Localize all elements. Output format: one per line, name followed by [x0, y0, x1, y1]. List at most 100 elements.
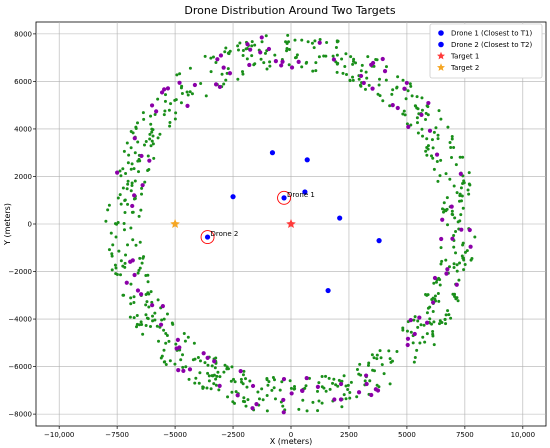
purple-drone-point: [115, 170, 120, 175]
green-drone-point: [324, 54, 328, 58]
grid: [36, 22, 546, 426]
green-drone-point: [130, 181, 134, 185]
green-drone-point: [123, 210, 127, 214]
green-drone-point: [433, 294, 437, 298]
green-drone-point: [129, 226, 133, 230]
green-drone-point: [431, 156, 435, 160]
green-drone-point: [458, 219, 462, 223]
purple-drone-point: [364, 373, 369, 378]
green-drone-point: [336, 384, 340, 388]
green-drone-point: [144, 140, 148, 144]
green-drone-point: [220, 72, 224, 76]
green-drone-point: [110, 268, 114, 272]
green-drone-point: [424, 111, 428, 115]
green-drone-point: [360, 63, 364, 67]
x-tick-label: −7500: [105, 431, 129, 439]
purple-drone-point: [135, 288, 141, 293]
purple-drone-point: [380, 56, 385, 62]
green-drone-point: [468, 183, 472, 187]
green-drone-point: [119, 259, 123, 263]
green-drone-point: [136, 140, 140, 144]
y-tick-label: 4000: [14, 125, 32, 133]
green-drone-point: [139, 320, 143, 324]
green-drone-point: [351, 59, 355, 63]
purple-drone-point: [369, 392, 374, 398]
green-drone-point: [388, 382, 392, 386]
green-drone-point: [431, 332, 435, 336]
green-drone-point: [327, 376, 331, 380]
green-drone-point: [332, 377, 336, 381]
green-drone-point: [351, 62, 355, 66]
green-drone-point: [401, 326, 405, 330]
green-drone-point: [233, 380, 237, 384]
green-drone-point: [439, 246, 443, 250]
purple-drone-point: [382, 69, 388, 74]
annotation-label: Drone 1: [287, 191, 315, 199]
x-tick-label: 0: [289, 431, 293, 439]
green-drone-point: [206, 363, 210, 367]
green-drone-point: [179, 358, 183, 362]
green-drone-point: [132, 316, 136, 320]
green-drone-point: [436, 133, 440, 137]
purple-drone-point: [192, 82, 197, 88]
green-drone-point: [181, 365, 185, 369]
green-drone-point: [322, 54, 326, 58]
green-drone-point: [446, 309, 450, 313]
green-drone-point: [461, 206, 465, 210]
purple-drone-point: [402, 86, 407, 91]
green-drone-point: [419, 323, 423, 327]
green-drone-point: [142, 117, 146, 121]
green-drone-point: [198, 359, 202, 363]
green-drone-point: [440, 259, 444, 263]
annotation-label: Drone 2: [211, 230, 239, 238]
purple-drone-point: [238, 368, 243, 374]
purple-drone-point: [279, 63, 284, 68]
green-drone-point: [403, 113, 407, 117]
green-drone-point: [234, 390, 238, 394]
purple-drone-point: [369, 62, 374, 67]
green-drone-point: [149, 290, 153, 294]
green-drone-point: [467, 171, 471, 175]
green-drone-point: [261, 398, 265, 402]
green-drone-point: [322, 386, 326, 390]
green-drone-point: [263, 51, 267, 55]
purple-drone-point: [215, 57, 220, 62]
purple-drone-point: [250, 383, 256, 389]
green-drone-point: [438, 174, 442, 178]
green-drone-point: [137, 214, 141, 218]
green-drone-point: [151, 319, 155, 323]
green-drone-point: [459, 213, 463, 217]
green-drone-point: [453, 216, 457, 220]
green-drone-point: [273, 397, 277, 401]
green-drone-point: [187, 377, 191, 381]
green-drone-point: [144, 313, 148, 317]
purple-drone-point: [289, 65, 295, 70]
green-drone-point: [121, 293, 125, 297]
green-drone-point: [317, 399, 321, 403]
green-drone-point: [164, 331, 168, 335]
green-drone-point: [226, 395, 230, 399]
green-drone-point: [461, 181, 465, 185]
green-drone-point: [121, 186, 125, 190]
blue-points: [204, 150, 382, 294]
green-drone-point: [121, 167, 125, 171]
green-drone-point: [452, 245, 456, 249]
green-drone-point: [390, 92, 394, 96]
green-drone-point: [368, 379, 372, 383]
green-drone-point: [216, 370, 220, 374]
green-drone-point: [396, 75, 400, 79]
purple-drone-point: [449, 204, 454, 209]
green-drone-point: [387, 349, 391, 353]
green-drone-point: [122, 228, 126, 232]
purple-drone-point: [406, 124, 411, 129]
green-drone-point: [148, 132, 152, 136]
green-drone-point: [375, 357, 379, 361]
purple-drone-point: [317, 40, 322, 45]
green-drone-point: [436, 179, 440, 183]
green-drone-point: [244, 404, 248, 408]
green-drone-point: [114, 272, 118, 276]
purple-drone-point: [300, 388, 305, 393]
legend-label: Target 2: [450, 64, 479, 72]
green-drone-point: [168, 121, 172, 125]
green-drone-point: [199, 81, 203, 85]
